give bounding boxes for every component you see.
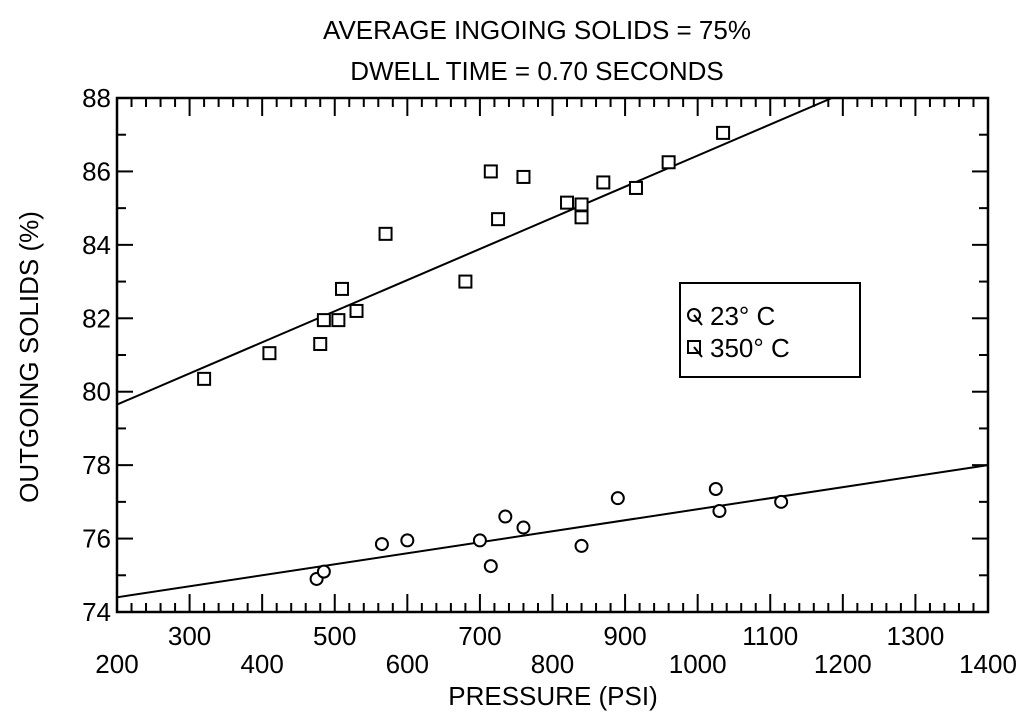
point-350c (628, 180, 643, 195)
legend-marker-tail (693, 314, 703, 326)
point-23c (498, 509, 513, 524)
point-23c (400, 533, 415, 548)
x-tick-label-upper: 1300 (886, 621, 944, 651)
point-23c (516, 520, 531, 535)
x-tick-label-lower: 1200 (814, 649, 872, 679)
point-23c (712, 504, 727, 519)
point-350c (491, 212, 506, 227)
x-tick-label-lower: 600 (386, 649, 429, 679)
x-axis-label: PRESSURE (PSI) (448, 681, 658, 711)
y-tick-label: 78 (82, 450, 111, 480)
point-350c (262, 346, 277, 361)
point-350c (574, 197, 589, 212)
y-tick-label: 74 (82, 597, 111, 627)
legend-item-23c: 23° C (687, 301, 775, 331)
legend-marker-tail (693, 346, 703, 358)
y-tick-label: 82 (82, 303, 111, 333)
point-350c (516, 169, 531, 184)
plot-frame (115, 96, 990, 614)
point-23c (708, 482, 723, 497)
chart-subtitle: DWELL TIME = 0.70 SECONDS (350, 56, 724, 86)
fit-line-series-1 (116, 97, 833, 406)
point-350c (378, 226, 393, 241)
legend: 23° C 350° C (679, 282, 861, 378)
x-tick-label-lower: 800 (531, 649, 574, 679)
fit-line-series-0 (116, 464, 989, 599)
y-tick-labels: 74 76 78 80 82 84 86 88 (82, 83, 111, 627)
point-23c (610, 491, 625, 506)
point-350c (574, 210, 589, 225)
point-350c (483, 164, 498, 179)
point-350c (197, 371, 212, 386)
point-23c (483, 559, 498, 574)
data-points (197, 125, 789, 586)
point-23c (316, 564, 331, 579)
point-350c (335, 281, 350, 296)
x-tick-label-upper: 500 (313, 621, 356, 651)
y-tick-label: 84 (82, 230, 111, 260)
point-350c (560, 195, 575, 210)
point-350c (596, 175, 611, 190)
y-tick-label: 88 (82, 83, 111, 113)
y-tick-label: 76 (82, 524, 111, 554)
x-tick-label-upper: 900 (603, 621, 646, 651)
x-tick-label-upper: 1100 (742, 621, 798, 651)
x-tick-labels: 300 500 700 900 1100 1300 200 400 600 800 1000 1200… (95, 621, 1017, 679)
y-axis-label: OUTGOING SOLIDS (%) (14, 211, 44, 503)
chart-title: AVERAGE INGOING SOLIDS = 75% (323, 15, 751, 45)
point-350c (349, 303, 364, 318)
legend-label-350c: 350° C (710, 333, 790, 363)
point-23c (774, 494, 789, 509)
point-350c (331, 313, 346, 328)
point-350c (716, 125, 731, 140)
x-tick-label-lower: 400 (240, 649, 283, 679)
y-tick-label: 80 (82, 377, 111, 407)
y-tick-label: 86 (82, 156, 111, 186)
point-350c (661, 155, 676, 170)
point-350c (313, 336, 328, 351)
legend-box (679, 282, 861, 378)
point-23c (472, 533, 487, 548)
fit-lines (116, 97, 989, 599)
x-tick-label-upper: 700 (458, 621, 501, 651)
x-tick-label-lower: 1000 (669, 649, 727, 679)
point-350c (316, 313, 331, 328)
x-tick-label-lower: 200 (95, 649, 138, 679)
x-tick-label-upper: 300 (168, 621, 211, 651)
point-23c (374, 537, 389, 552)
legend-label-23c: 23° C (710, 301, 775, 331)
legend-item-350c: 350° C (687, 333, 790, 363)
point-23c (574, 538, 589, 553)
x-tick-label-lower: 1400 (959, 649, 1017, 679)
point-350c (458, 274, 473, 289)
